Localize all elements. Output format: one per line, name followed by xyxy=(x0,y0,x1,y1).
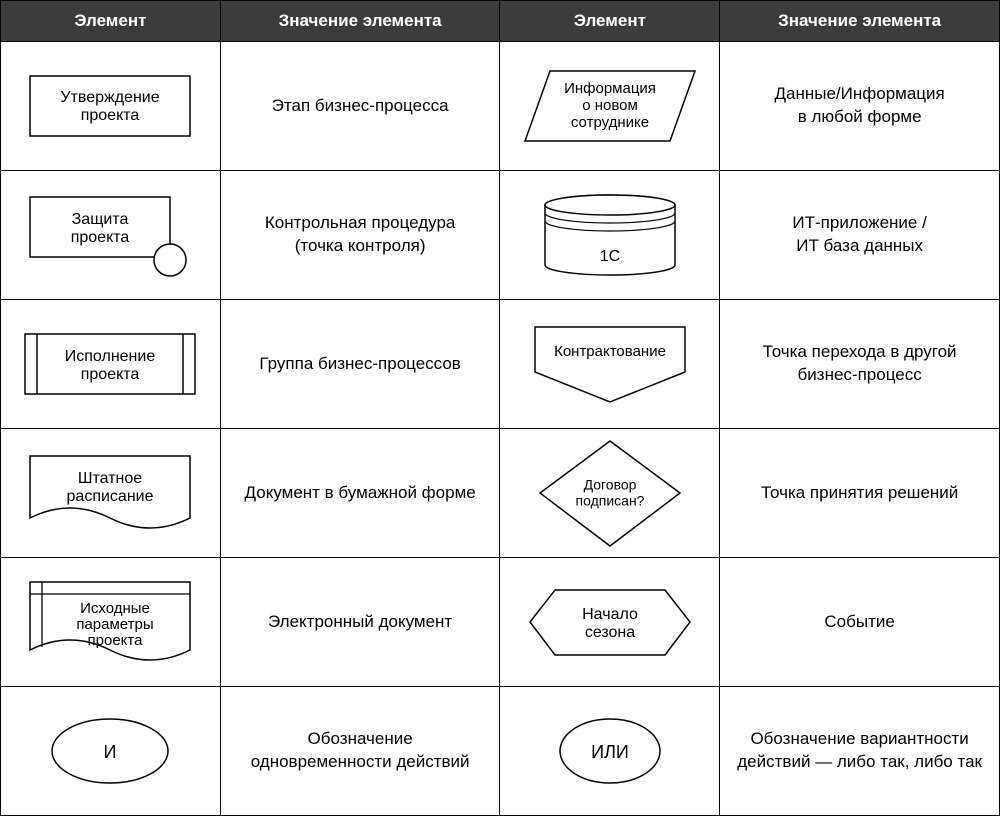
header-element-2: Элемент xyxy=(500,1,720,42)
shape-ellipse-and: И xyxy=(1,687,221,816)
svg-text:проекта: проекта xyxy=(81,366,140,383)
svg-text:Штатное: Штатное xyxy=(78,470,142,487)
ellipse-and-icon: И xyxy=(35,711,185,791)
shape-cylinder: 1С xyxy=(500,171,720,300)
hexagon-icon: Начало сезона xyxy=(520,580,700,665)
svg-text:проекта: проекта xyxy=(88,632,144,649)
table-row: Штатное расписание Документ в бумажной ф… xyxy=(1,429,1000,558)
svg-text:Утверждение: Утверждение xyxy=(61,89,160,106)
svg-text:подписан?: подписан? xyxy=(575,492,644,508)
rectangle-icon: Утверждение проекта xyxy=(20,66,200,146)
legend-table-wrap: Элемент Значение элемента Элемент Значен… xyxy=(0,0,1000,816)
header-meaning-1: Значение элемента xyxy=(220,1,500,42)
header-meaning-2: Значение элемента xyxy=(720,1,1000,42)
svg-text:сотруднике: сотруднике xyxy=(571,114,649,131)
offpage-icon: Контрактование xyxy=(520,317,700,412)
rect-banded-icon: Исполнение проекта xyxy=(15,324,205,404)
parallelogram-icon: Информация о новом сотруднике xyxy=(515,61,705,151)
svg-text:Контрактование: Контрактование xyxy=(554,342,666,359)
shape-offpage: Контрактование xyxy=(500,300,720,429)
svg-text:Начало: Начало xyxy=(582,606,638,623)
svg-text:Защита: Защита xyxy=(72,211,129,228)
table-row: Защита проекта Контрольная процедура(точ… xyxy=(1,171,1000,300)
desc-rect-banded: Группа бизнес-процессов xyxy=(220,300,500,429)
svg-text:о новом: о новом xyxy=(582,97,638,114)
shape-hexagon: Начало сезона xyxy=(500,558,720,687)
cylinder-icon: 1С xyxy=(525,185,695,285)
desc-rectangle: Этап бизнес-процесса xyxy=(220,42,500,171)
table-header-row: Элемент Значение элемента Элемент Значен… xyxy=(1,1,1000,42)
document-banded-icon: Исходные параметры проекта xyxy=(15,572,205,672)
desc-cylinder: ИТ-приложение /ИТ база данных xyxy=(720,171,1000,300)
svg-text:сезона: сезона xyxy=(585,624,635,641)
desc-ellipse-or: Обозначение вариантностидействий — либо … xyxy=(720,687,1000,816)
desc-diamond: Точка принятия решений xyxy=(720,429,1000,558)
desc-parallelogram: Данные/Информацияв любой форме xyxy=(720,42,1000,171)
legend-table: Элемент Значение элемента Элемент Значен… xyxy=(0,0,1000,816)
header-element-1: Элемент xyxy=(1,1,221,42)
desc-document-banded: Электронный документ xyxy=(220,558,500,687)
shape-diamond: Договор подписан? xyxy=(500,429,720,558)
table-row: Исходные параметры проекта Электронный д… xyxy=(1,558,1000,687)
svg-text:проекта: проекта xyxy=(81,107,140,124)
svg-text:Исполнение: Исполнение xyxy=(65,348,156,365)
svg-text:Договор: Договор xyxy=(583,476,636,492)
ellipse-or-icon: ИЛИ xyxy=(535,711,685,791)
desc-offpage: Точка перехода в другойбизнес-процесс xyxy=(720,300,1000,429)
shape-document: Штатное расписание xyxy=(1,429,221,558)
desc-rect-circle: Контрольная процедура(точка контроля) xyxy=(220,171,500,300)
table-row: Исполнение проекта Группа бизнес-процесс… xyxy=(1,300,1000,429)
svg-text:Исходные: Исходные xyxy=(80,600,150,617)
shape-parallelogram: Информация о новом сотруднике xyxy=(500,42,720,171)
svg-text:расписание: расписание xyxy=(67,488,154,505)
svg-text:параметры: параметры xyxy=(77,616,154,633)
svg-text:Информация: Информация xyxy=(564,80,656,97)
svg-text:ИЛИ: ИЛИ xyxy=(591,742,629,762)
desc-document: Документ в бумажной форме xyxy=(220,429,500,558)
shape-rectangle: Утверждение проекта xyxy=(1,42,221,171)
shape-rect-banded: Исполнение проекта xyxy=(1,300,221,429)
svg-text:проекта: проекта xyxy=(71,229,130,246)
rect-circle-icon: Защита проекта xyxy=(15,185,205,285)
table-row: И Обозначениеодновременности действий ИЛ… xyxy=(1,687,1000,816)
svg-text:1С: 1С xyxy=(600,248,620,265)
document-icon: Штатное расписание xyxy=(15,446,205,541)
svg-text:И: И xyxy=(104,742,117,762)
shape-document-banded: Исходные параметры проекта xyxy=(1,558,221,687)
diamond-icon: Договор подписан? xyxy=(535,436,685,551)
desc-hexagon: Событие xyxy=(720,558,1000,687)
desc-ellipse-and: Обозначениеодновременности действий xyxy=(220,687,500,816)
shape-ellipse-or: ИЛИ xyxy=(500,687,720,816)
table-row: Утверждение проекта Этап бизнес-процесса… xyxy=(1,42,1000,171)
shape-rect-circle: Защита проекта xyxy=(1,171,221,300)
